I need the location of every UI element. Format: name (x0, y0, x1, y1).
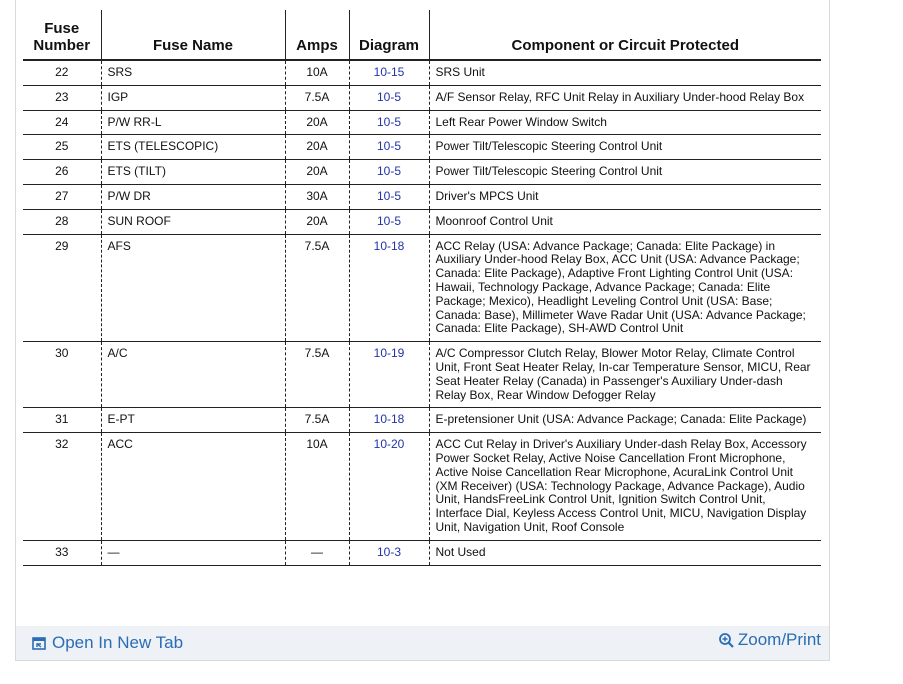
table-row: 27 P/W DR 30A 10-5 Driver's MPCS Unit (23, 184, 821, 210)
fuse-number: 31 (23, 407, 101, 434)
zoom-label: Zoom/Print (737, 630, 821, 649)
amps: 7.5A (284, 341, 349, 409)
fuse-number: 24 (23, 110, 101, 136)
diagram-ref: 10-18 (348, 234, 429, 343)
fuse-name: ETS (TELESCOPIC) (100, 134, 285, 161)
footer-bar: Open In New Tab Zoom/Print (16, 626, 829, 660)
column-header: Component or Circuit Protected (428, 10, 821, 61)
zoom-icon (718, 632, 734, 648)
diagram-ref: 10-15 (348, 60, 429, 86)
table-row: 32 ACC 10A 10-20 ACC Cut Relay in Driver's A… (23, 432, 821, 541)
open-icon (32, 636, 46, 650)
fuse-name: SUN ROOF (100, 209, 285, 235)
amps: 20A (284, 110, 349, 136)
fuse-table: Fuse Number Fuse Name Amps Diagram Component… (23, 10, 821, 566)
amps: 20A (284, 134, 349, 161)
table-row: 25 ETS (TELESCOPIC) 20A 10-5 Power Tilt/Tele… (23, 134, 821, 161)
table-row: 31 E-PT 7.5A 10-18 E-pretensioner Unit (USA:… (23, 407, 821, 434)
fuse-number: 29 (23, 234, 101, 343)
table-row: 22 SRS 10A 10-15 SRS Unit (23, 60, 821, 86)
component: Moonroof Control Unit (428, 209, 821, 235)
component: E-pretensioner Unit (USA: Advance Packag… (428, 407, 821, 434)
fuse-name: — (100, 540, 285, 566)
component: A/F Sensor Relay, RFC Unit Relay in Auxi… (428, 85, 821, 111)
diagram-ref: 10-5 (348, 85, 429, 111)
amps: 10A (284, 60, 349, 86)
diagram-ref: 10-5 (348, 110, 429, 136)
fuse-name: P/W RR-L (100, 110, 285, 136)
fuse-name: ETS (TILT) (100, 159, 285, 185)
fuse-name: E-PT (100, 407, 285, 434)
header-row: Fuse Number Fuse Name Amps Diagram Component… (23, 10, 821, 61)
fuse-number: 28 (23, 209, 101, 235)
diagram-ref: 10-3 (348, 540, 429, 566)
amps: 7.5A (284, 85, 349, 111)
table-row: 23 IGP 7.5A 10-5 A/F Sensor Relay, RFC Unit … (23, 85, 821, 111)
component: ACC Relay (USA: Advance Package; Canada:… (428, 234, 821, 343)
component: Power Tilt/Telescopic Steering Control U… (428, 159, 821, 185)
component: Not Used (428, 540, 821, 566)
fuse-name: SRS (100, 60, 285, 86)
amps: — (284, 540, 349, 566)
column-header: Fuse Name (100, 10, 285, 61)
fuse-name: ACC (100, 432, 285, 541)
diagram-ref: 10-5 (348, 209, 429, 235)
table-row: 28 SUN ROOF 20A 10-5 Moonroof Control Unit (23, 209, 821, 235)
fuse-number: 25 (23, 134, 101, 161)
fuse-name: P/W DR (100, 184, 285, 210)
amps: 20A (284, 159, 349, 185)
column-header: Amps (284, 10, 349, 61)
column-header: Diagram (348, 10, 429, 61)
table-row: 29 AFS 7.5A 10-18 ACC Relay (USA: Advance Pa… (23, 234, 821, 343)
table-row: 30 A/C 7.5A 10-19 A/C Compressor Clutch Rela… (23, 341, 821, 409)
fuse-number: 30 (23, 341, 101, 409)
fuse-name: AFS (100, 234, 285, 343)
diagram-ref: 10-20 (348, 432, 429, 541)
fuse-name: IGP (100, 85, 285, 111)
fuse-number: 23 (23, 85, 101, 111)
diagram-ref: 10-5 (348, 184, 429, 210)
fuse-number: 27 (23, 184, 101, 210)
fuse-number: 32 (23, 432, 101, 541)
column-header: Fuse Number (23, 10, 101, 61)
fuse-number: 22 (23, 60, 101, 86)
zoom-print-link[interactable]: Zoom/Print (718, 630, 821, 650)
amps: 7.5A (284, 407, 349, 434)
table-row: 24 P/W RR-L 20A 10-5 Left Rear Power Window … (23, 110, 821, 136)
table-body: 22 SRS 10A 10-15 SRS Unit 23 IGP 7.5A 10-5 A/F Se… (23, 60, 821, 566)
diagram-ref: 10-5 (348, 134, 429, 161)
fuse-name: A/C (100, 341, 285, 409)
diagram-ref: 10-5 (348, 159, 429, 185)
diagram-ref: 10-18 (348, 407, 429, 434)
amps: 30A (284, 184, 349, 210)
component: SRS Unit (428, 60, 821, 86)
amps: 10A (284, 432, 349, 541)
component: Power Tilt/Telescopic Steering Control U… (428, 134, 821, 161)
table-row: 26 ETS (TILT) 20A 10-5 Power Tilt/Telescopic… (23, 159, 821, 185)
fuse-number: 33 (23, 540, 101, 566)
component: A/C Compressor Clutch Relay, Blower Moto… (428, 341, 821, 409)
diagram-ref: 10-19 (348, 341, 429, 409)
open-new-tab-link[interactable]: Open In New Tab (32, 633, 183, 653)
table-card: Fuse Number Fuse Name Amps Diagram Component… (15, 0, 830, 661)
component: ACC Cut Relay in Driver's Auxiliary Unde… (428, 432, 821, 541)
amps: 7.5A (284, 234, 349, 343)
fuse-number: 26 (23, 159, 101, 185)
component: Left Rear Power Window Switch (428, 110, 821, 136)
table-row: 33— —10-3 Not Used (23, 540, 821, 566)
amps: 20A (284, 209, 349, 235)
open-label: Open In New Tab (52, 633, 184, 652)
component: Driver's MPCS Unit (428, 184, 821, 210)
